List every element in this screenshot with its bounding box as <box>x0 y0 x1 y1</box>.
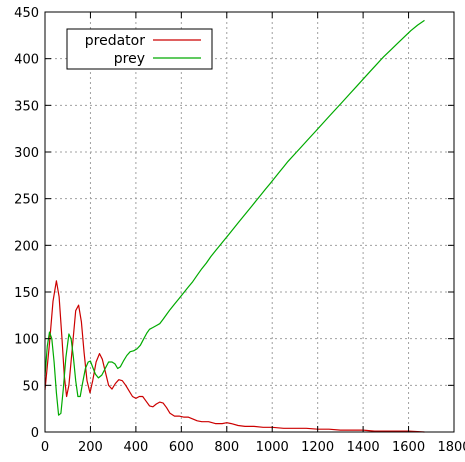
legend-box <box>66 28 213 70</box>
x-tick-label: 200 <box>78 440 103 455</box>
y-tick-label: 200 <box>14 239 39 254</box>
x-tick-label: 1200 <box>301 440 334 455</box>
x-tick-label: 1000 <box>256 440 289 455</box>
x-tick-label: 1600 <box>392 440 425 455</box>
y-tick-label: 250 <box>14 193 39 208</box>
y-tick-label: 450 <box>14 6 39 21</box>
series-line-prey <box>44 19 425 416</box>
series-line-predator <box>44 280 425 433</box>
x-tick-label: 0 <box>41 440 49 455</box>
y-tick-label: 400 <box>14 53 39 68</box>
y-tick-label: 50 <box>22 379 39 394</box>
y-tick-label: 300 <box>14 146 39 161</box>
y-axis: 0 50 100 150 200 250 300 350 400 450 <box>14 6 454 441</box>
plot-frame <box>44 11 455 433</box>
grid <box>45 12 454 432</box>
y-tick-label: 150 <box>14 286 39 301</box>
x-tick-label: 400 <box>123 440 148 455</box>
x-tick-label: 1400 <box>347 440 380 455</box>
legend-label-predator: predator <box>85 33 145 49</box>
legend-label-prey: prey <box>114 51 145 67</box>
legend: predator prey <box>66 28 213 70</box>
y-tick-label: 350 <box>14 99 39 114</box>
y-tick-label: 100 <box>14 333 39 348</box>
x-tick-label: 800 <box>214 440 239 455</box>
x-tick-label: 600 <box>169 440 194 455</box>
series-group <box>44 19 425 433</box>
y-tick-label: 0 <box>31 426 39 441</box>
